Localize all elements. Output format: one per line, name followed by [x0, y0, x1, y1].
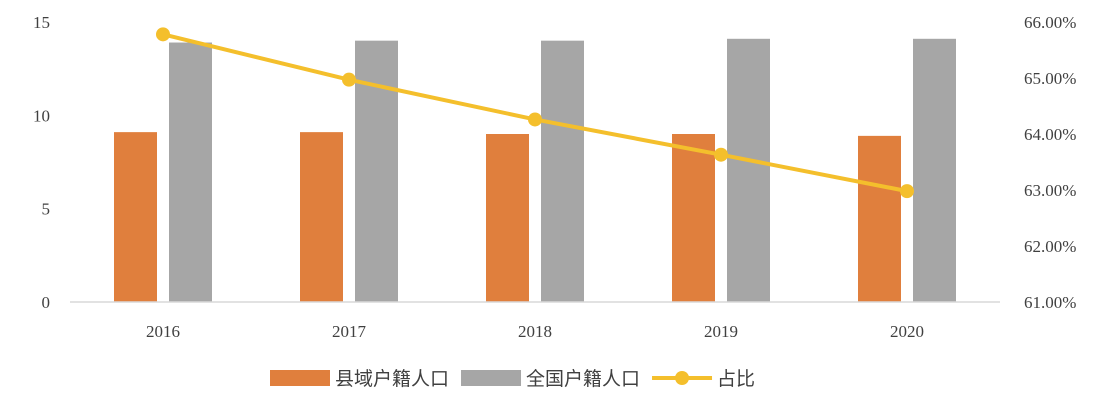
y-right-tick-label: 64.00% [1024, 125, 1076, 144]
ratio-point-2019 [714, 147, 728, 162]
bar-county-2017 [300, 132, 343, 302]
y-right-tick-label: 65.00% [1024, 69, 1076, 88]
legend-label: 占比 [717, 368, 755, 390]
bars [114, 38, 956, 303]
x-axis-ticks: 2016 2017 2018 2019 2020 [146, 322, 924, 341]
legend-swatch-1 [461, 370, 522, 386]
bar-national-2020 [913, 38, 956, 303]
ratio-point-2017 [342, 72, 356, 87]
ratio-line-series [156, 27, 914, 199]
legend-label: 全国户籍人口 [526, 368, 640, 390]
x-tick-label: 2018 [518, 322, 552, 341]
y-axis-left-ticks: 0 5 10 15 [33, 13, 50, 312]
x-tick-label: 2020 [890, 322, 924, 341]
legend: 县域户籍人口 全国户籍人口 占比 [270, 368, 755, 390]
y-right-tick-label: 63.00% [1024, 181, 1076, 200]
y-axis-right-ticks: 61.00% 62.00% 63.00% 64.00% 65.00% 66.00% [1024, 13, 1076, 312]
y-right-tick-label: 66.00% [1024, 13, 1076, 32]
bar-county-2016 [114, 132, 157, 302]
x-tick-label: 2017 [332, 322, 367, 341]
bar-county-2019 [672, 134, 715, 302]
bar-county-2020 [858, 135, 901, 302]
y-left-tick-label: 10 [33, 106, 50, 125]
y-right-tick-label: 62.00% [1024, 237, 1076, 256]
ratio-point-2016 [156, 27, 170, 42]
y-left-tick-label: 15 [33, 13, 50, 32]
bar-national-2017 [355, 40, 398, 303]
bar-national-2018 [541, 40, 584, 303]
y-right-tick-label: 61.00% [1024, 293, 1076, 312]
y-left-tick-label: 0 [42, 293, 51, 312]
bar-national-2016 [169, 42, 212, 303]
legend-marker-2 [675, 371, 690, 385]
bar-county-2018 [486, 134, 529, 302]
legend-swatch-0 [270, 370, 330, 386]
x-tick-label: 2019 [704, 322, 738, 341]
y-left-tick-label: 5 [42, 200, 51, 219]
ratio-point-2020 [900, 184, 914, 199]
legend-label: 县域户籍人口 [335, 368, 449, 390]
x-tick-label: 2016 [146, 322, 180, 341]
ratio-point-2018 [528, 112, 542, 127]
bar-national-2019 [727, 38, 770, 303]
